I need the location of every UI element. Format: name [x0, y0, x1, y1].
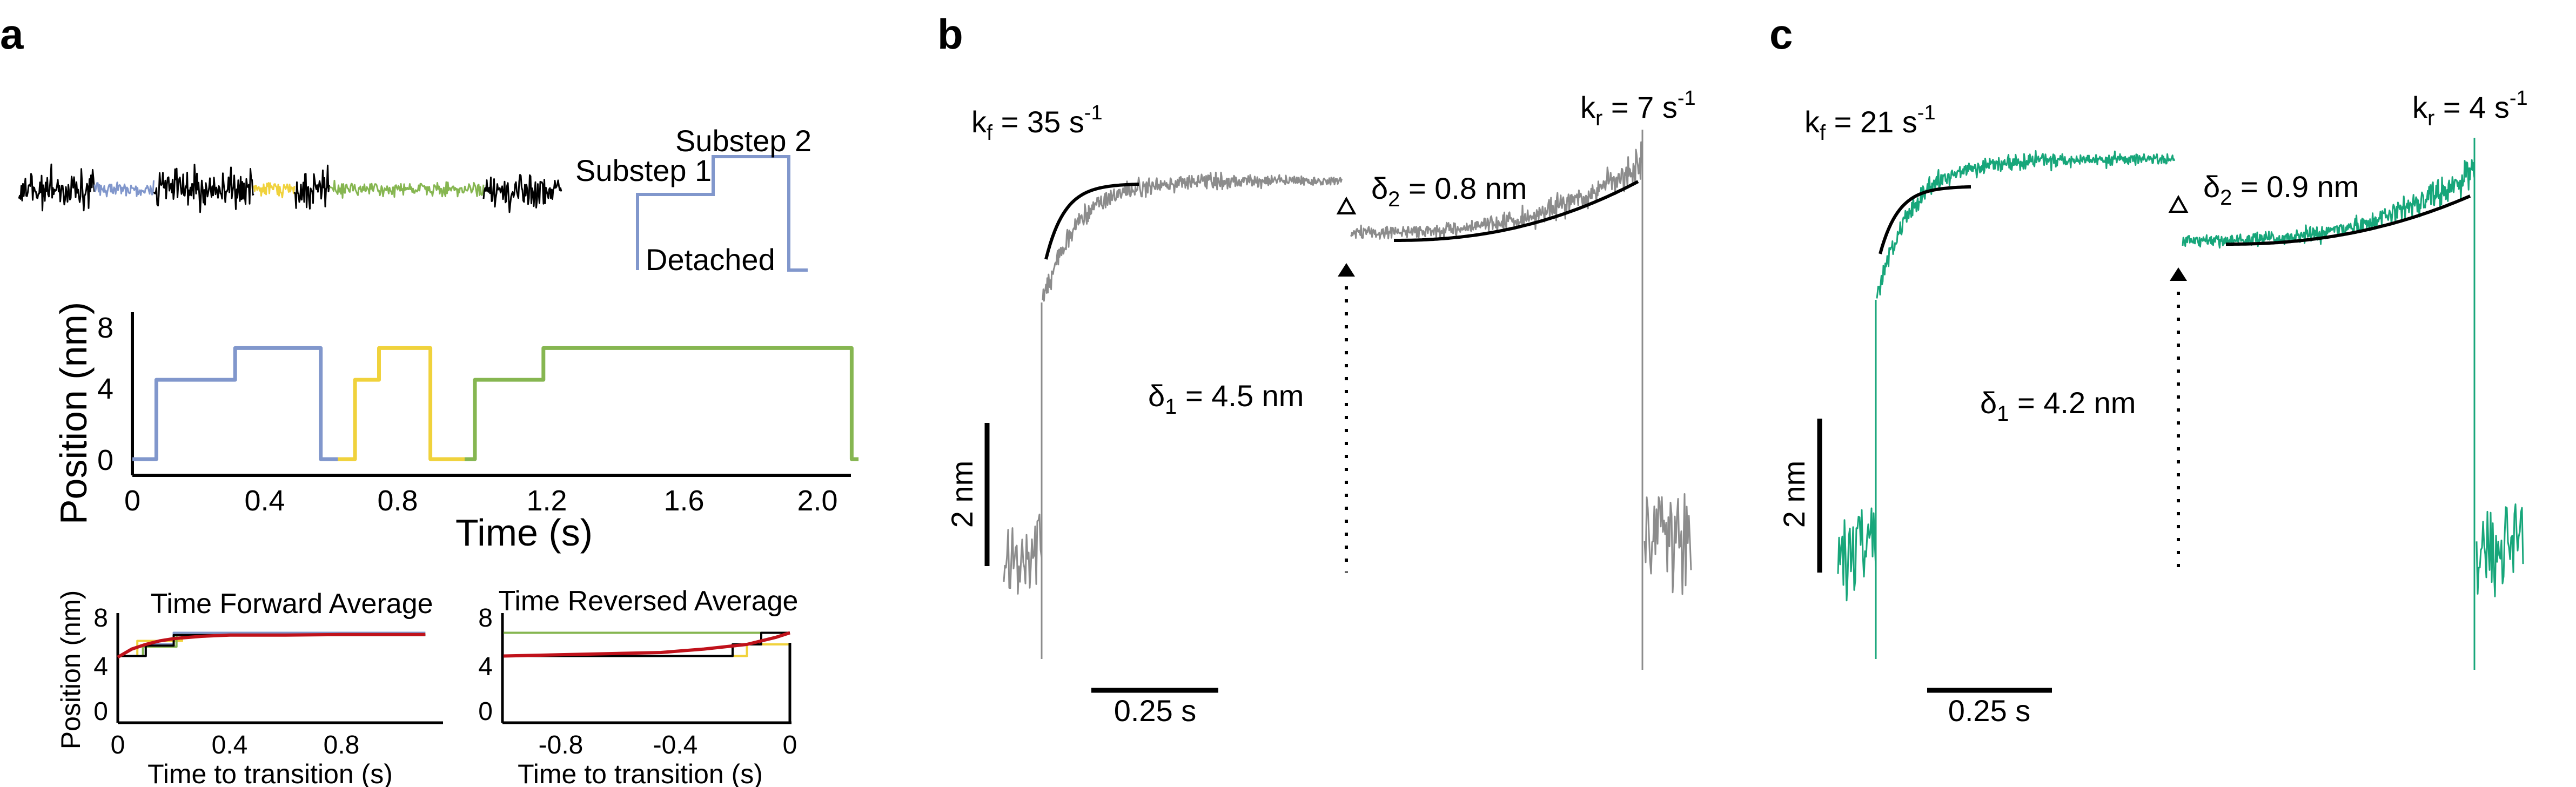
- panel-b-scale-y-label: 2 nm: [945, 461, 979, 528]
- panel-c-trace-reverse: [2182, 159, 2476, 249]
- panel-b-trace: [1003, 130, 1692, 670]
- panel-a-raw-traces: [18, 163, 562, 213]
- panel-c-open-triangle-marker: [2168, 194, 2189, 213]
- schematic-detached-label: Detached: [646, 243, 775, 277]
- forward-average-ytick-0: 0: [93, 697, 108, 726]
- step-chart-ylabel: Position (nm): [52, 302, 95, 524]
- forward-average-xtick-0.4: 0.4: [212, 731, 248, 759]
- raw-trace-segment-6: [329, 179, 485, 199]
- panel-b-forward-fit: [1044, 183, 1139, 260]
- forward-average-ytick-8: 8: [93, 604, 108, 633]
- step-chart-ytick-8: 8: [97, 312, 113, 344]
- schematic-substep2-label: Substep 2: [675, 124, 811, 158]
- panel-b-letter: b: [937, 10, 963, 58]
- panel-c-kr-label: kr = 4 s-1: [2412, 87, 2528, 130]
- panel-b-trace-detached-left: [1003, 513, 1043, 595]
- reversed-average-ytick-8: 8: [478, 604, 493, 633]
- panel-b-kf-label: kf = 35 s-1: [971, 102, 1103, 145]
- forward-average-xtick-0.8: 0.8: [324, 731, 360, 759]
- panel-b-kr-label: kr = 7 s-1: [1580, 87, 1696, 130]
- panel-a-letter: a: [0, 10, 24, 58]
- reversed-average-xtick-0: 0: [783, 731, 797, 759]
- reversed-average-line-4: [503, 631, 790, 658]
- forward-average-ylabel: Position (nm): [56, 590, 86, 750]
- panel-c-forward-fit: [1879, 185, 1971, 254]
- step-chart-xtick-0.8: 0.8: [377, 485, 418, 517]
- reversed-average-xtick--0.8: -0.8: [539, 731, 583, 759]
- reversed-average-xtick--0.4: -0.4: [653, 731, 698, 759]
- schematic-step-line: [636, 155, 808, 272]
- forward-average-title: Time Forward Average: [150, 588, 433, 620]
- panel-b-trace-forward: [1042, 171, 1343, 302]
- raw-trace-segment-5: [293, 164, 330, 210]
- step-chart-ytick-0: 0: [97, 444, 113, 476]
- panel-b-delta1-label: δ1 = 4.5 nm: [1148, 379, 1304, 419]
- step-chart-line-2: [338, 346, 465, 461]
- raw-trace-segment-7: [482, 174, 562, 213]
- step-chart-line-1: [132, 346, 338, 461]
- step-chart-xtick-0.4: 0.4: [244, 485, 285, 517]
- panel-b-reverse-fit: [1394, 180, 1639, 242]
- forward-average-chart: Time Forward Average 8 4 0 0 0.4 0.8 Tim…: [56, 588, 443, 787]
- step-chart-xtick-1.2: 1.2: [526, 485, 567, 517]
- reversed-average-chart: Time Reversed Average 8 4 0 -0.8 -0.4 0 …: [478, 586, 798, 787]
- reversed-average-ytick-0: 0: [478, 697, 493, 726]
- raw-trace-segment-3: [153, 164, 254, 213]
- panel-c-scale-y-label: 2 nm: [1777, 461, 1811, 528]
- raw-trace-segment-1: [18, 163, 95, 212]
- reversed-average-series: [503, 631, 791, 723]
- panel-c-filled-triangle-marker: [2170, 267, 2187, 281]
- forward-average-series: [117, 631, 426, 659]
- raw-trace-segment-2: [93, 180, 155, 198]
- panel-c-delta2-label: δ2 = 0.9 nm: [2203, 170, 2359, 210]
- forward-average-xlabel: Time to transition (s): [147, 759, 393, 787]
- panel-c-trace: [1837, 138, 2524, 670]
- panel-b-scale-x-label: 0.25 s: [1114, 694, 1197, 728]
- substep-schematic: Substep 1 Substep 2 Detached: [575, 124, 811, 277]
- panel-c-letter: c: [1769, 10, 1793, 58]
- schematic-substep1-label: Substep 1: [575, 153, 712, 187]
- step-chart-series: [132, 346, 859, 461]
- panel-b-delta2-label: δ2 = 0.8 nm: [1371, 171, 1527, 211]
- panel-c-reverse-fit: [2226, 194, 2471, 246]
- step-chart-line-3: [465, 346, 859, 461]
- step-chart-xtick-0: 0: [124, 485, 140, 517]
- raw-trace-segment-4: [253, 182, 296, 199]
- panel-c-delta1-label: δ1 = 4.2 nm: [1980, 386, 2136, 426]
- reversed-average-ytick-4: 4: [478, 653, 493, 681]
- reversed-average-xlabel: Time to transition (s): [518, 759, 763, 787]
- forward-average-line-5: [117, 633, 426, 659]
- reversed-average-title: Time Reversed Average: [499, 586, 799, 617]
- step-chart-xtick-1.6: 1.6: [663, 485, 704, 517]
- panel-c-kf-label: kf = 21 s-1: [1804, 102, 1936, 145]
- panel-c-trace-detached-left: [1837, 507, 1877, 602]
- panel-c-trace-detached-right: [2476, 503, 2524, 597]
- step-chart: 8 4 0 0 0.4 0.8 1.2 1.6 2.0 Time (s) Pos…: [52, 302, 859, 554]
- step-chart-xlabel: Time (s): [455, 512, 593, 554]
- step-chart-xtick-2.0: 2.0: [797, 485, 837, 517]
- panel-c-scale-x-label: 0.25 s: [1948, 694, 2031, 728]
- forward-average-line-4: [118, 634, 426, 657]
- panel-c-trace-forward: [1876, 150, 2176, 299]
- panel-b-trace-reverse: [1350, 141, 1643, 240]
- forward-average-ytick-4: 4: [93, 653, 108, 681]
- step-chart-ytick-4: 4: [97, 373, 113, 405]
- panel-b-trace-detached-right: [1643, 493, 1692, 595]
- panel-b-open-triangle-marker: [1336, 196, 1357, 214]
- panel-b-filled-triangle-marker: [1338, 263, 1355, 277]
- forward-average-xtick-0: 0: [111, 731, 125, 759]
